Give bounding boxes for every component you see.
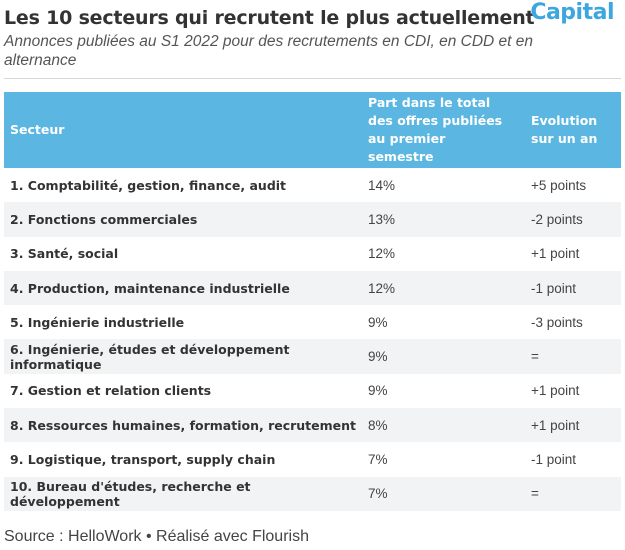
share-cell: 9% bbox=[368, 349, 388, 365]
sector-cell: 5. Ingénierie industrielle bbox=[10, 314, 185, 330]
sector-cell: 8. Ressources humaines, formation, recru… bbox=[10, 417, 357, 433]
table-body: 1. Comptabilité, gestion, finance, audit… bbox=[4, 168, 621, 511]
table-header-row: Secteur Part dans le total des offres pu… bbox=[4, 92, 621, 168]
table-row: 5. Ingénierie industrielle 9% -3 points bbox=[4, 305, 621, 340]
capital-logo[interactable]: Capital bbox=[530, 0, 614, 25]
share-cell: 9% bbox=[368, 314, 388, 330]
change-cell: +5 points bbox=[531, 177, 587, 193]
change-cell: +1 point bbox=[531, 417, 580, 433]
change-cell: -3 points bbox=[531, 314, 583, 330]
sector-cell: 3. Santé, social bbox=[10, 246, 119, 262]
source-footer: Source : HelloWork • Réalisé avec Flouri… bbox=[4, 528, 309, 545]
sector-cell: 10. Bureau d'études, recherche et dévelo… bbox=[10, 478, 251, 509]
sector-cell: 6. Ingénierie, études et développement i… bbox=[10, 341, 290, 372]
sector-cell: 7. Gestion et relation clients bbox=[10, 383, 212, 399]
sector-cell: 9. Logistique, transport, supply chain bbox=[10, 452, 276, 468]
share-cell: 14% bbox=[368, 177, 396, 193]
share-cell: 8% bbox=[368, 417, 388, 433]
page-subtitle: Annonces publiées au S1 2022 pour des re… bbox=[4, 33, 534, 69]
share-cell: 7% bbox=[368, 452, 388, 468]
change-cell: = bbox=[531, 486, 539, 502]
table-row: 10. Bureau d'études, recherche et dévelo… bbox=[4, 476, 621, 511]
share-cell: 7% bbox=[368, 486, 388, 502]
table-row: 4. Production, maintenance industrielle … bbox=[4, 270, 621, 306]
table-row: 9. Logistique, transport, supply chain 7… bbox=[4, 442, 621, 477]
change-cell: -1 point bbox=[531, 280, 577, 296]
table-row: 8. Ressources humaines, formation, recru… bbox=[4, 408, 621, 443]
change-cell: -2 points bbox=[531, 211, 583, 227]
table-header: Secteur Part dans le total des offres pu… bbox=[4, 92, 621, 168]
share-cell: 9% bbox=[368, 383, 388, 399]
sector-cell: 1. Comptabilité, gestion, finance, audit bbox=[10, 177, 287, 193]
header: Les 10 secteurs qui recrutent le plus ac… bbox=[0, 0, 625, 78]
share-cell: 12% bbox=[368, 246, 396, 262]
sectors-table: Secteur Part dans le total des offres pu… bbox=[4, 92, 621, 511]
header-divider bbox=[4, 78, 621, 79]
change-cell: +1 point bbox=[531, 383, 580, 399]
sector-cell: 4. Production, maintenance industrielle bbox=[10, 280, 290, 296]
share-cell: 12% bbox=[368, 280, 396, 296]
table-row: 1. Comptabilité, gestion, finance, audit… bbox=[4, 168, 621, 203]
table-row: 3. Santé, social 12% +1 point bbox=[4, 236, 621, 271]
column-header-share: Part dans le total des offres publiées a… bbox=[368, 95, 503, 164]
page-title: Les 10 secteurs qui recrutent le plus ac… bbox=[4, 7, 535, 29]
column-header-change: Evolution sur un an bbox=[531, 113, 598, 146]
table-row: 2. Fonctions commerciales 13% -2 points bbox=[4, 202, 621, 237]
change-cell: = bbox=[531, 349, 539, 365]
share-cell: 13% bbox=[368, 211, 396, 227]
column-header-sector: Secteur bbox=[10, 122, 65, 137]
change-cell: -1 point bbox=[531, 452, 577, 468]
table-row: 6. Ingénierie, études et développement i… bbox=[4, 339, 621, 374]
table-row: 7. Gestion et relation clients 9% +1 poi… bbox=[4, 373, 621, 409]
sector-cell: 2. Fonctions commerciales bbox=[10, 211, 198, 227]
change-cell: +1 point bbox=[531, 246, 580, 262]
